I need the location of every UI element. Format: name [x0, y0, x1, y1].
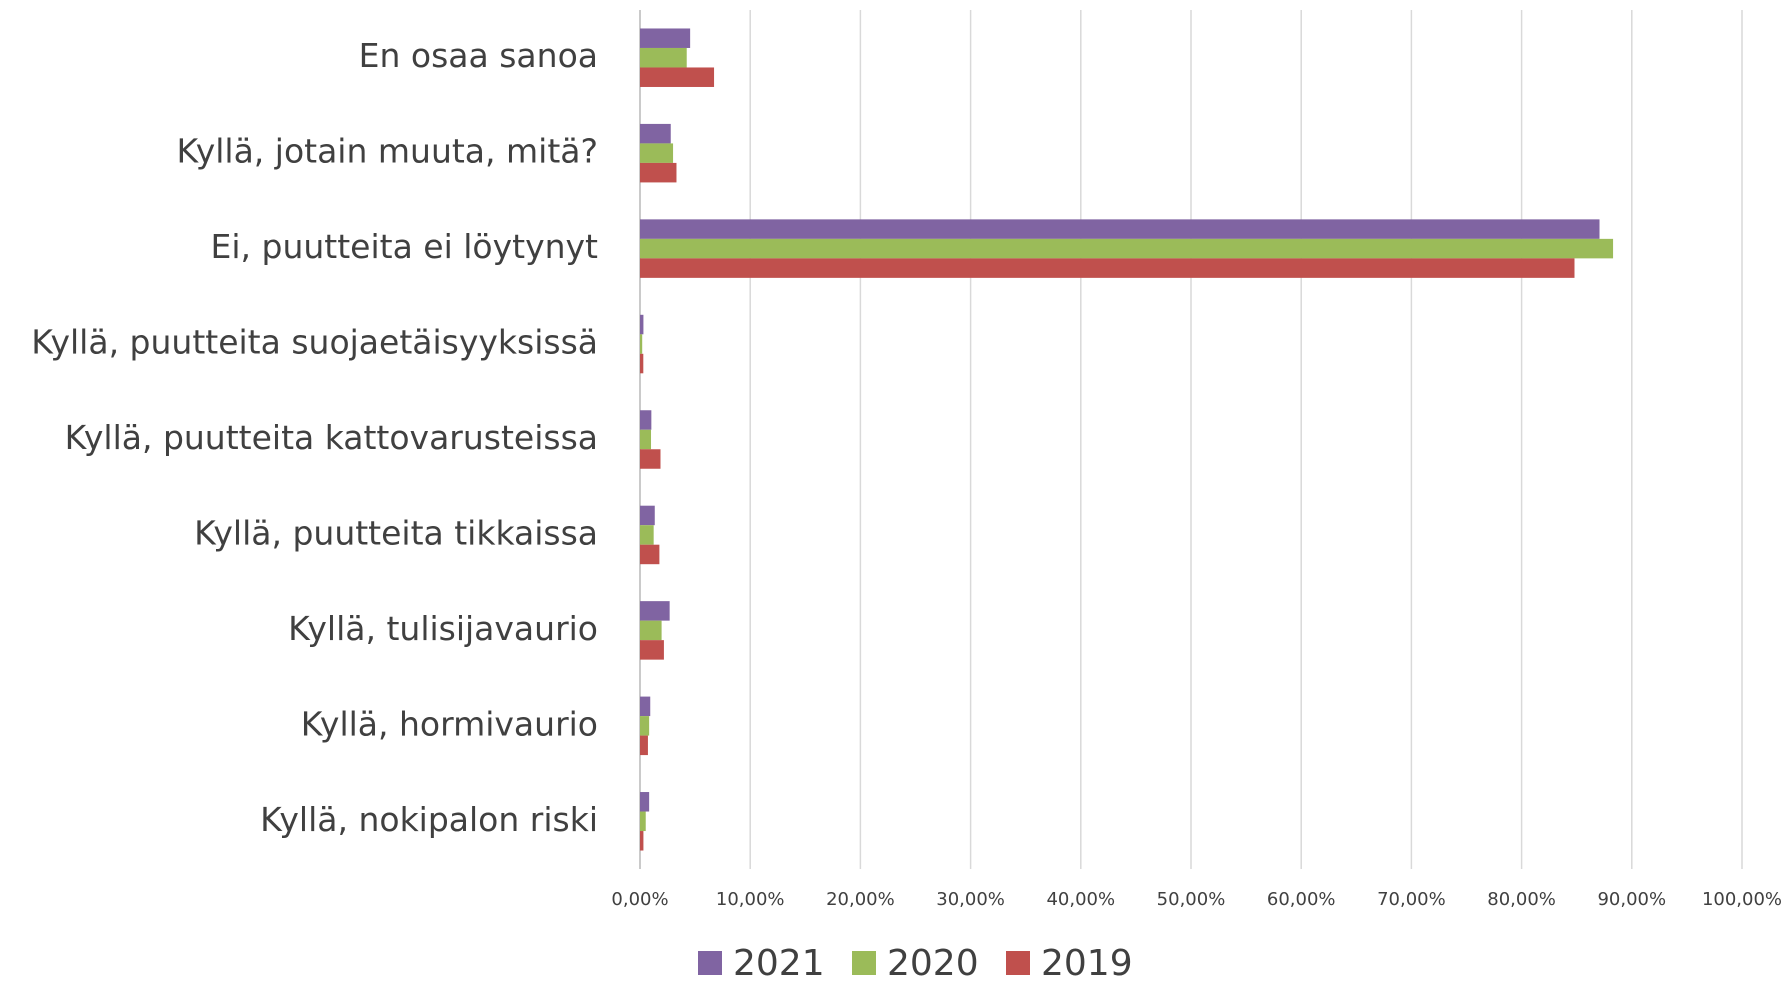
bar [640, 258, 1575, 278]
legend-swatch [852, 951, 876, 975]
bar [640, 620, 662, 641]
bar [640, 792, 650, 812]
bar [640, 525, 654, 545]
bar [640, 429, 652, 450]
bar [640, 831, 644, 851]
bar [640, 716, 650, 736]
bar [640, 334, 643, 354]
x-tick-label: 0,00% [611, 889, 668, 910]
bar [640, 67, 715, 87]
legend-label: 2021 [733, 943, 825, 981]
x-tick-label: 40,00% [1046, 889, 1115, 910]
bar [640, 238, 1614, 259]
legend-swatch [698, 951, 722, 975]
legend-swatch [1006, 951, 1030, 975]
bar [640, 449, 661, 469]
bar [640, 640, 664, 660]
category-label: Kyllä, puutteita kattovarusteissa [65, 418, 598, 457]
x-tick-label: 70,00% [1377, 889, 1446, 910]
category-label: Kyllä, tulisijavaurio [288, 609, 598, 648]
bar [640, 47, 687, 68]
x-tick-label: 90,00% [1597, 889, 1666, 910]
bar [640, 735, 648, 756]
bar [640, 28, 691, 48]
bar [640, 544, 660, 565]
bar [640, 353, 644, 374]
bar [640, 219, 1600, 239]
x-tick-label: 20,00% [826, 889, 895, 910]
category-label: En osaa sanoa [359, 36, 598, 75]
bar [640, 162, 677, 183]
x-tick-label: 80,00% [1487, 889, 1556, 910]
bar [640, 143, 674, 163]
category-label: Kyllä, hormivaurio [301, 704, 598, 743]
legend-label: 2020 [887, 943, 979, 981]
x-tick-label: 30,00% [936, 889, 1005, 910]
bar [640, 123, 671, 144]
bar [640, 601, 670, 621]
legend-label: 2019 [1041, 943, 1133, 981]
bar [640, 314, 644, 335]
bar [640, 410, 652, 430]
bar [640, 696, 651, 717]
bar [640, 811, 646, 832]
x-tick-label: 10,00% [716, 889, 785, 910]
category-label: Ei, puutteita ei löytynyt [211, 227, 599, 266]
x-tick-label: 50,00% [1157, 889, 1226, 910]
x-tick-label: 100,00% [1702, 889, 1782, 910]
category-label: Kyllä, puutteita suojaetäisyyksissä [31, 323, 598, 362]
bar [640, 505, 655, 526]
category-label: Kyllä, puutteita tikkaissa [194, 513, 598, 552]
category-label: Kyllä, jotain muuta, mitä? [176, 132, 598, 171]
x-tick-label: 60,00% [1267, 889, 1336, 910]
category-label: Kyllä, nokipalon riski [260, 800, 598, 839]
